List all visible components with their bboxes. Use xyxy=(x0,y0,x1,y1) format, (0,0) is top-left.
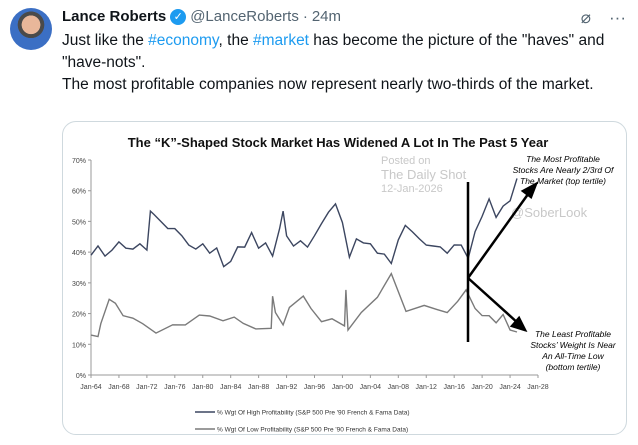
text: Just like the xyxy=(62,32,149,49)
arrow-down-head xyxy=(509,315,528,333)
x-tick-label: Jan-08 xyxy=(388,384,410,391)
author-name[interactable]: Lance Roberts xyxy=(62,8,167,25)
x-tick-label: Jan-20 xyxy=(471,384,493,391)
series-low-profitability xyxy=(90,271,518,338)
author-handle[interactable]: @LanceRoberts xyxy=(190,8,299,25)
x-tick-label: Jan-88 xyxy=(248,384,270,391)
watermark-source: The Daily Shot xyxy=(381,167,467,182)
y-tick-label: 0% xyxy=(76,373,86,380)
watermark-handle: @SoberLook xyxy=(511,205,588,220)
annotation-top-3: The Market (top tertile) xyxy=(520,176,606,186)
y-tick-label: 40% xyxy=(72,250,86,257)
x-tick-label: Jan-00 xyxy=(332,384,354,391)
y-tick-label: 20% xyxy=(72,312,86,319)
post-text: Just like the #economy, the #market has … xyxy=(62,30,632,96)
annotation-bottom-1: The Least Profitable xyxy=(535,329,611,339)
y-tick-label: 50% xyxy=(72,219,86,226)
watermark-date: 12-Jan-2026 xyxy=(381,183,443,195)
chart-title: The “K”-Shaped Stock Market Has Widened … xyxy=(128,135,549,150)
series-high-profitability xyxy=(90,178,518,268)
hashtag-market[interactable]: #market xyxy=(253,32,309,49)
arrow-up-head xyxy=(520,181,539,199)
x-tick-label: Jan-84 xyxy=(220,384,242,391)
avatar[interactable] xyxy=(10,8,52,50)
text: , the xyxy=(218,32,253,49)
x-tick-label: Jan-76 xyxy=(164,384,186,391)
x-tick-label: Jan-24 xyxy=(499,384,521,391)
text-line-2: The most profitable companies now repres… xyxy=(62,76,594,93)
legend-low: % Wgt Of Low Profitability (S&P 500 Pre … xyxy=(217,427,408,434)
arrow-up xyxy=(466,189,533,279)
hashtag-economy[interactable]: #economy xyxy=(148,32,219,49)
x-tick-label: Jan-16 xyxy=(443,384,465,391)
separator: · xyxy=(302,8,308,25)
x-tick-label: Jan-92 xyxy=(276,384,298,391)
watermark-posted: Posted on xyxy=(381,155,431,167)
verified-badge-icon: ✓ xyxy=(170,8,187,25)
x-tick-label: Jan-80 xyxy=(192,384,214,391)
annotation-top-2: Stocks Are Nearly 2/3rd Of xyxy=(513,165,615,175)
more-icon[interactable]: ··· xyxy=(609,8,626,27)
x-tick-label: Jan-68 xyxy=(108,384,130,391)
grok-icon[interactable]: ⌀ xyxy=(580,8,592,27)
chart-image[interactable]: The “K”-Shaped Stock Market Has Widened … xyxy=(62,121,627,435)
annotation-top-1: The Most Profitable xyxy=(526,154,600,164)
text: has become the picture of the "haves" an… xyxy=(62,32,605,71)
y-tick-label: 30% xyxy=(72,281,86,288)
k-shaped-chart: The “K”-Shaped Stock Market Has Widened … xyxy=(72,135,617,434)
x-tick-label: Jan-96 xyxy=(304,384,326,391)
y-tick-label: 60% xyxy=(72,189,86,196)
post-header: Lance Roberts ✓ @LanceRoberts · 24m xyxy=(62,8,341,25)
annotation-bottom-2: Stocks’ Weight Is Near xyxy=(530,340,617,350)
y-tick-label: 10% xyxy=(72,342,86,349)
x-tick-label: Jan-28 xyxy=(527,384,549,391)
legend-high: % Wgt Of High Profitability (S&P 500 Pre… xyxy=(217,410,410,417)
arrow-down xyxy=(467,277,520,325)
y-tick-label: 70% xyxy=(72,158,86,165)
x-tick-label: Jan-12 xyxy=(416,384,438,391)
annotation-bottom-3: An All-Time Low xyxy=(541,351,604,361)
x-tick-label: Jan-64 xyxy=(80,384,102,391)
post-time[interactable]: 24m xyxy=(311,8,342,25)
x-tick-label: Jan-04 xyxy=(360,384,382,391)
annotation-bottom-4: (bottom tertile) xyxy=(546,362,601,372)
x-tick-label: Jan-72 xyxy=(136,384,158,391)
